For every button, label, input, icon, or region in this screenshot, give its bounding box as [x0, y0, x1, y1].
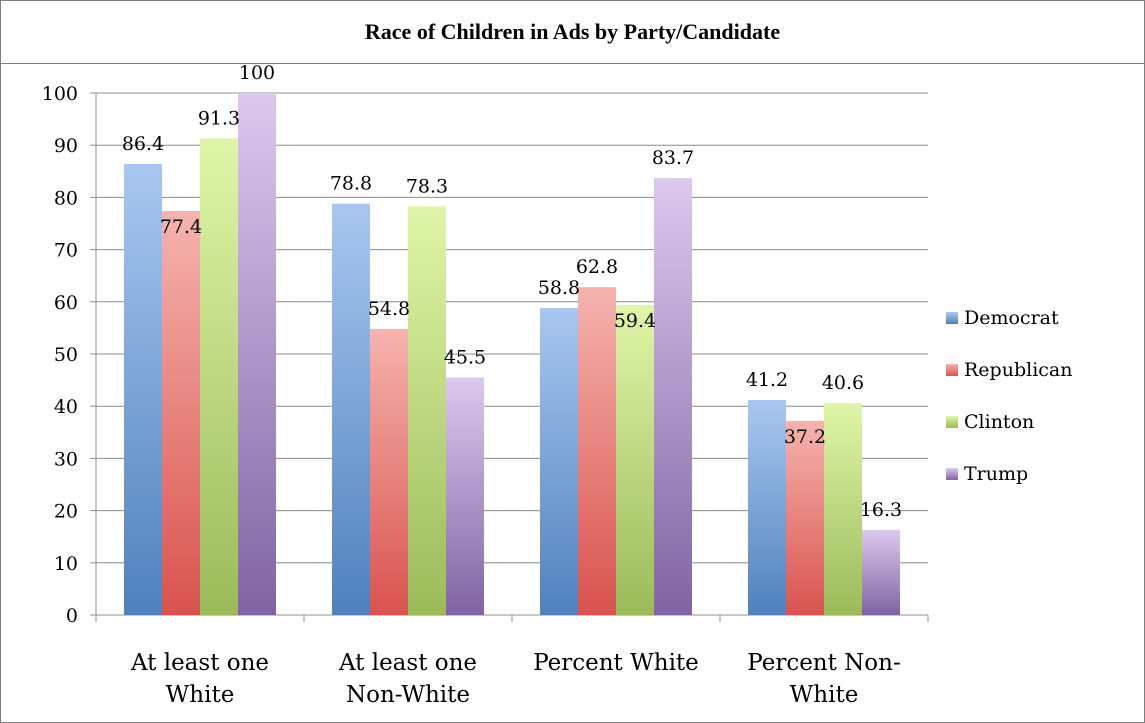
legend-swatch-clinton [946, 416, 958, 428]
data-label: 62.8 [576, 256, 618, 278]
x-category-label: White [166, 682, 235, 708]
data-label: 41.2 [746, 369, 788, 391]
bar-republican [162, 210, 200, 616]
bar-trump [654, 178, 692, 615]
data-label: 83.7 [652, 147, 694, 169]
y-tick-label: 80 [54, 187, 78, 209]
legend-label-clinton: Clinton [964, 411, 1034, 433]
legend-swatch-republican [946, 364, 958, 376]
data-label: 91.3 [198, 107, 240, 129]
y-tick-label: 70 [54, 240, 78, 262]
bar-republican [578, 287, 616, 615]
axes: 0 10 20 30 40 50 60 70 80 90 100 At least one White A… [42, 83, 929, 708]
bars [124, 93, 900, 616]
legend-swatch-trump [946, 468, 958, 480]
bar-democrat [748, 399, 786, 615]
y-tick-label: 90 [54, 135, 78, 157]
data-labels: 86.4 77.4 91.3 100 78.8 54.8 78.3 45.5 58.862.8 5… [122, 62, 902, 521]
bar-republican [786, 420, 824, 615]
data-label: 78.3 [406, 175, 448, 197]
x-category-label: At least one [338, 650, 477, 676]
data-label: 16.3 [860, 499, 902, 521]
data-label: 58.8 [538, 277, 580, 299]
bar-clinton [200, 138, 238, 615]
y-tick-label: 40 [54, 396, 78, 418]
y-tick-label: 10 [54, 553, 78, 575]
bar-democrat [332, 203, 370, 615]
title-band: Race of Children in Ads by Party/Candida… [1, 1, 1144, 64]
x-category-label: Non-White [346, 682, 470, 708]
y-tick-label: 30 [54, 448, 78, 470]
data-label: 40.6 [822, 372, 864, 394]
x-category-label: White [790, 682, 859, 708]
x-category-label: Percent White [533, 650, 699, 676]
data-label: 54.8 [368, 298, 410, 320]
legend-label-republican: Republican [964, 359, 1072, 381]
bar-democrat [540, 308, 578, 615]
legend: Democrat Republican Clinton Trump [946, 307, 1072, 485]
y-tick-label: 50 [54, 344, 78, 366]
bar-trump [446, 377, 484, 615]
bar-clinton [616, 304, 654, 615]
y-tick-label: 20 [54, 501, 78, 523]
legend-swatch-democrat [946, 312, 958, 324]
data-label: 45.5 [444, 346, 486, 368]
x-category-label: At least one [130, 650, 269, 676]
bar-clinton [408, 206, 446, 616]
bar-trump [238, 93, 276, 615]
data-label: 86.4 [122, 133, 164, 155]
data-label: 59.4 [614, 310, 656, 332]
y-tick-label: 100 [42, 83, 78, 105]
data-label: 37.2 [784, 426, 826, 448]
bar-republican [370, 328, 408, 615]
bar-democrat [124, 163, 162, 615]
data-label: 100 [239, 62, 275, 84]
data-label: 78.8 [330, 173, 372, 195]
bar-clinton [824, 403, 862, 615]
bar-trump [862, 529, 900, 615]
data-label: 77.4 [160, 216, 202, 238]
chart-title: Race of Children in Ads by Party/Candida… [364, 19, 781, 44]
x-category-label: Percent Non- [747, 650, 900, 676]
y-tick-label: 0 [66, 605, 78, 627]
legend-label-democrat: Democrat [964, 307, 1059, 329]
legend-label-trump: Trump [964, 463, 1028, 485]
y-tick-label: 60 [54, 292, 78, 314]
